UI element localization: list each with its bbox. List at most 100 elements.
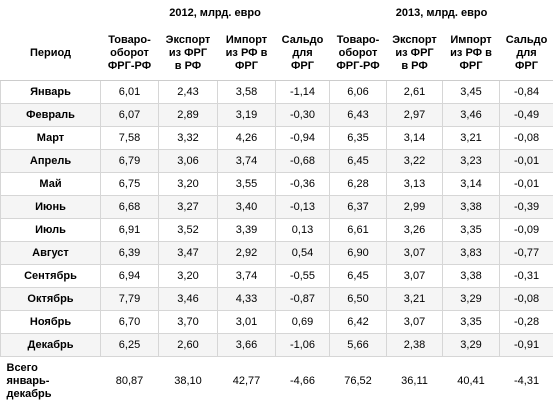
month-cell: Июнь bbox=[0, 195, 101, 219]
value-cell: 3,29 bbox=[442, 333, 501, 357]
value-cell: 0,54 bbox=[274, 241, 331, 265]
value-cell: 3,07 bbox=[386, 264, 444, 288]
value-cell: 6,50 bbox=[329, 287, 388, 311]
column-header: Экспорт из ФРГ в РФ bbox=[158, 27, 218, 81]
value-cell: 0,69 bbox=[274, 310, 331, 334]
year-header: 2013, млрд. евро bbox=[395, 7, 488, 19]
total-value: 36,11 bbox=[401, 374, 428, 387]
value-cell: -1,14 bbox=[274, 80, 331, 104]
value-cell: 3,74 bbox=[217, 264, 276, 288]
value-cell: 3,29 bbox=[442, 287, 501, 311]
value-cell: -0,13 bbox=[274, 195, 331, 219]
value-cell: 3,14 bbox=[386, 126, 444, 150]
value-cell: 3,20 bbox=[158, 264, 218, 288]
value-cell: -0,87 bbox=[274, 287, 331, 311]
value-cell: -0,36 bbox=[274, 172, 331, 196]
total-value: 80,87 bbox=[115, 374, 144, 387]
total-value: 76,52 bbox=[344, 374, 372, 387]
value-cell: 3,07 bbox=[386, 241, 444, 265]
column-header: Товаро- оборот ФРГ-РФ bbox=[329, 27, 387, 81]
value-cell: 6,91 bbox=[100, 218, 159, 242]
total-value: 40,41 bbox=[457, 374, 485, 387]
value-cell: 3,13 bbox=[386, 172, 444, 196]
data-row: Декабрь 6,25 2,60 3,66 -1,06 5,66 2,38 3,29 -0,9… bbox=[0, 333, 553, 357]
value-cell: -0,31 bbox=[499, 264, 553, 288]
value-cell: 3,35 bbox=[442, 218, 501, 242]
total-value: -4,31 bbox=[513, 374, 540, 387]
total-value: 42,77 bbox=[232, 374, 261, 387]
value-cell: 7,58 bbox=[100, 126, 159, 150]
value-cell: -0,08 bbox=[499, 287, 553, 311]
value-cell: 6,06 bbox=[329, 80, 388, 104]
value-cell: 7,79 bbox=[100, 287, 159, 311]
column-header: Импорт из РФ в ФРГ bbox=[442, 27, 500, 81]
table-body: Январь 6,01 2,43 3,58 -1,14 6,06 2,61 3,45 -0,84… bbox=[0, 80, 553, 406]
month-cell: Октябрь bbox=[0, 287, 101, 311]
data-row: Сентябрь 6,94 3,20 3,74 -0,55 6,45 3,07 3,38 -0,… bbox=[0, 264, 553, 288]
value-cell: 3,01 bbox=[217, 310, 276, 334]
month-cell: Март bbox=[0, 126, 101, 150]
value-cell: 3,35 bbox=[442, 310, 501, 334]
value-cell: 6,45 bbox=[329, 264, 388, 288]
value-cell: 6,01 bbox=[100, 80, 159, 104]
value-cell: 2,38 bbox=[386, 333, 444, 357]
value-cell: 2,99 bbox=[386, 195, 444, 219]
column-header: Товаро- оборот ФРГ-РФ bbox=[100, 27, 159, 81]
value-cell: 6,25 bbox=[100, 333, 159, 357]
value-cell: -0,77 bbox=[499, 241, 553, 265]
month-cell: Февраль bbox=[0, 103, 101, 127]
value-cell: 0,13 bbox=[274, 218, 331, 242]
data-row: Январь 6,01 2,43 3,58 -1,14 6,06 2,61 3,45 -0,84 bbox=[0, 80, 553, 104]
value-cell: 6,75 bbox=[100, 172, 159, 196]
value-cell: 6,43 bbox=[329, 103, 388, 127]
value-cell: 3,27 bbox=[158, 195, 218, 219]
value-cell: -0,28 bbox=[499, 310, 553, 334]
value-cell: 3,74 bbox=[217, 149, 276, 173]
year-header: 2012, млрд. евро bbox=[169, 7, 261, 19]
value-cell: 3,58 bbox=[217, 80, 276, 104]
column-header-row: Период Товаро- оборот ФРГ-РФ Экспорт из Ф… bbox=[0, 27, 553, 81]
data-row: Июль 6,91 3,52 3,39 0,13 6,61 3,26 3,35 -0,09 bbox=[0, 218, 553, 242]
value-cell: 3,26 bbox=[386, 218, 444, 242]
month-cell: Июль bbox=[0, 218, 101, 242]
column-header: Экспорт из ФРГ в РФ bbox=[386, 27, 443, 81]
value-cell: 2,60 bbox=[158, 333, 218, 357]
value-cell: -0,08 bbox=[499, 126, 553, 150]
value-cell: 6,94 bbox=[100, 264, 159, 288]
value-cell: 3,07 bbox=[386, 310, 444, 334]
value-cell: -0,30 bbox=[274, 103, 331, 127]
month-cell: Январь bbox=[0, 80, 101, 104]
value-cell: 6,70 bbox=[100, 310, 159, 334]
month-cell: Август bbox=[0, 241, 101, 265]
data-row: Июнь 6,68 3,27 3,40 -0,13 6,37 2,99 3,38 -0,39 bbox=[0, 195, 553, 219]
month-cell: Май bbox=[0, 172, 101, 196]
value-cell: 6,79 bbox=[100, 149, 159, 173]
value-cell: 3,83 bbox=[442, 241, 501, 265]
total-value: 38,10 bbox=[174, 374, 202, 387]
data-row: Август 6,39 3,47 2,92 0,54 6,90 3,07 3,83 -0,77 bbox=[0, 241, 553, 265]
value-cell: -0,55 bbox=[274, 264, 331, 288]
value-cell: 3,38 bbox=[442, 264, 501, 288]
value-cell: 2,92 bbox=[217, 241, 276, 265]
value-cell: 6,45 bbox=[329, 149, 388, 173]
value-cell: 3,70 bbox=[158, 310, 218, 334]
value-cell: 6,90 bbox=[329, 241, 388, 265]
value-cell: 2,61 bbox=[386, 80, 444, 104]
empty-cell bbox=[1, 0, 101, 27]
value-cell: 3,45 bbox=[442, 80, 501, 104]
value-cell: 3,20 bbox=[158, 172, 218, 196]
value-cell: 2,43 bbox=[158, 80, 218, 104]
value-cell: 6,28 bbox=[329, 172, 388, 196]
value-cell: -0,01 bbox=[499, 149, 553, 173]
column-header: Импорт из РФ в ФРГ bbox=[217, 27, 276, 81]
year-header-row: 2012, млрд. евро 2013, млрд. евро bbox=[1, 0, 553, 27]
value-cell: -0,01 bbox=[499, 172, 553, 196]
value-cell: 3,14 bbox=[442, 172, 501, 196]
value-cell: 4,33 bbox=[217, 287, 276, 311]
data-row: Март 7,58 3,32 4,26 -0,94 6,35 3,14 3,21 -0,08 bbox=[0, 126, 553, 150]
period-header: Период bbox=[0, 27, 101, 81]
total-value: -4,66 bbox=[289, 374, 316, 387]
value-cell: 3,21 bbox=[386, 287, 444, 311]
value-cell: 3,38 bbox=[442, 195, 501, 219]
